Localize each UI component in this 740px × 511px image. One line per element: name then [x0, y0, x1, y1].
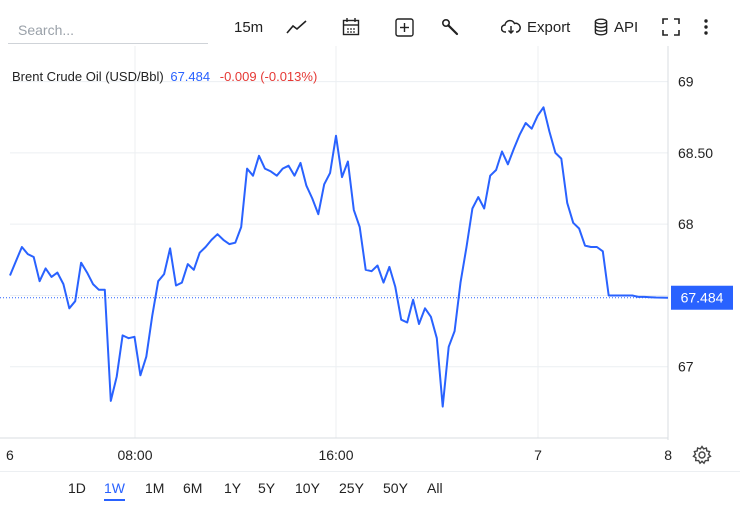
chart-legend: Brent Crude Oil (USD/Bbl) 67.484 -0.009 … — [12, 69, 317, 84]
price-chart[interactable]: 67 68 68.50 69 6 08:00 16:00 7 8 67.484 — [0, 0, 740, 470]
plus-box-icon — [395, 17, 414, 37]
last-price-badge — [671, 285, 733, 310]
x-tick-label: 7 — [534, 447, 542, 463]
x-tick-label: 8 — [664, 447, 672, 463]
x-tick-label: 16:00 — [318, 447, 353, 463]
fullscreen-icon — [662, 18, 680, 36]
y-tick-label: 68.50 — [678, 145, 713, 161]
line-chart-icon — [286, 20, 307, 34]
settings-tool-button[interactable] — [441, 14, 459, 40]
x-tick-label: 6 — [6, 447, 14, 463]
range-10y[interactable]: 10Y — [295, 480, 320, 496]
interval-label: 15m — [234, 18, 264, 36]
more-vertical-icon — [704, 19, 708, 35]
range-1d[interactable]: 1D — [68, 480, 86, 496]
last-price: 67.484 — [170, 69, 211, 84]
chart-type-button[interactable] — [286, 14, 308, 40]
range-all[interactable]: All — [427, 480, 443, 496]
export-button[interactable]: Export — [501, 14, 570, 40]
y-tick-label: 69 — [678, 74, 694, 90]
more-menu-button[interactable] — [703, 14, 709, 40]
range-1w[interactable]: 1W — [104, 480, 125, 501]
y-tick-label: 67 — [678, 359, 694, 375]
wrench-icon — [441, 18, 459, 36]
range-1m[interactable]: 1M — [145, 480, 165, 496]
toolbar: 15m Export API — [0, 0, 740, 52]
fullscreen-button[interactable] — [662, 14, 680, 40]
last-price-badge-label: 67.484 — [681, 290, 724, 306]
price-series-line — [9, 106, 669, 408]
range-50y[interactable]: 50Y — [383, 480, 408, 496]
range-1y[interactable]: 1Y — [224, 480, 242, 496]
database-icon — [594, 18, 608, 36]
cloud-download-icon — [501, 19, 521, 35]
x-tick-label: 08:00 — [117, 447, 152, 463]
api-button[interactable]: API — [594, 14, 638, 40]
price-change: -0.009 (-0.013%) — [219, 69, 318, 84]
calendar-icon — [342, 18, 360, 36]
range-selector: 1D 1W 1M 6M 1Y 5Y 10Y 25Y 50Y All — [0, 471, 740, 507]
range-5y[interactable]: 5Y — [258, 480, 276, 496]
instrument-name: Brent Crude Oil (USD/Bbl) — [12, 69, 164, 84]
api-label: API — [614, 18, 639, 36]
calendar-button[interactable] — [342, 14, 360, 40]
range-6m[interactable]: 6M — [183, 480, 203, 496]
search-input[interactable] — [8, 16, 208, 44]
export-label: Export — [527, 18, 571, 36]
add-indicator-button[interactable] — [395, 14, 414, 40]
chart-settings-button[interactable] — [692, 445, 712, 470]
y-tick-label: 68 — [678, 216, 694, 232]
interval-selector[interactable]: 15m — [234, 14, 263, 40]
gear-icon — [692, 445, 712, 465]
range-25y[interactable]: 25Y — [339, 480, 364, 496]
